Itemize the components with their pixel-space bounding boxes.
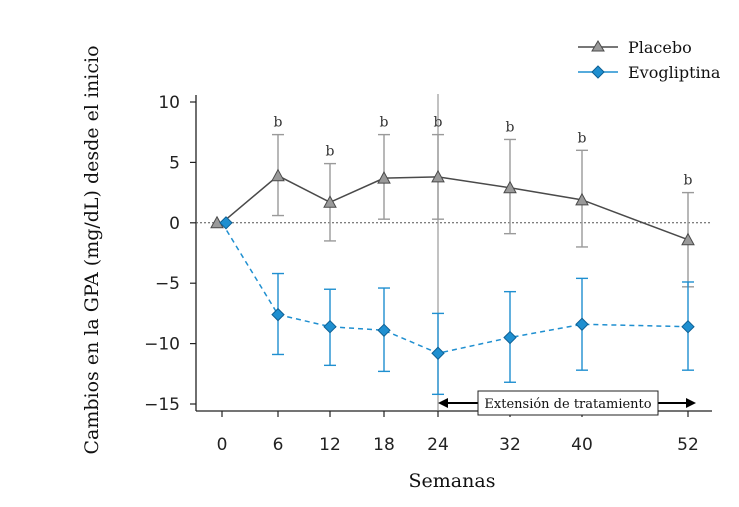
x-axis-ticks: 0 6 12 18 24 32 40 52	[217, 411, 699, 455]
y-axis-title: Cambios en la GPA (mg/dL) desde el inici…	[81, 45, 103, 454]
arrowhead-right-icon	[686, 398, 696, 408]
significance-labels: b b b b b b b	[274, 115, 693, 189]
x-tick-label: 52	[677, 435, 699, 455]
series-line	[221, 222, 689, 355]
y-tick-label: −10	[144, 335, 180, 355]
data-point	[219, 216, 233, 230]
data-point	[681, 232, 695, 246]
significance-label: b	[506, 119, 515, 135]
data-point	[681, 319, 695, 334]
y-tick-label: −5	[155, 274, 180, 294]
treatment-extension-annotation: Extensión de tratamiento	[438, 390, 696, 416]
data-point	[271, 307, 285, 322]
x-tick-label: 12	[319, 435, 341, 455]
series-layer	[210, 133, 695, 396]
triangle-marker-icon	[591, 40, 605, 52]
legend-evogliptina-label: Evogliptina	[628, 63, 721, 82]
arrowhead-left-icon	[438, 398, 448, 408]
series-line	[221, 174, 689, 241]
data-point	[431, 169, 445, 183]
x-tick-label: 0	[217, 435, 228, 455]
legend-placebo-label: Placebo	[628, 38, 692, 57]
y-tick-label: 5	[169, 153, 180, 173]
x-tick-label: 6	[273, 435, 284, 455]
data-point	[377, 323, 391, 338]
series-placebo	[221, 133, 694, 288]
data-point	[503, 330, 517, 345]
treatment-extension-label: Extensión de tratamiento	[484, 397, 651, 412]
data-point	[503, 180, 517, 194]
data-point	[323, 195, 337, 208]
x-tick-label: 18	[373, 435, 395, 455]
series-evogliptina	[221, 222, 694, 396]
significance-label: b	[380, 115, 389, 131]
legend-item-placebo: Placebo	[578, 38, 692, 57]
data-point	[575, 192, 589, 206]
significance-label: b	[434, 115, 443, 131]
significance-label: b	[684, 173, 693, 189]
significance-label: b	[578, 130, 587, 146]
legend-item-evogliptina: Evogliptina	[578, 63, 721, 82]
y-axis-ticks: 10 5 0 −5 −10 −15	[144, 93, 196, 415]
treatment-extension-label-box	[477, 390, 659, 416]
y-tick-label: 0	[169, 214, 180, 234]
markers-placebo	[210, 168, 695, 246]
diamond-marker-icon	[591, 65, 605, 79]
data-point	[575, 317, 589, 331]
significance-label: b	[326, 144, 335, 160]
markers-evogliptina	[219, 216, 695, 360]
data-point	[377, 171, 391, 184]
x-tick-label: 24	[427, 435, 449, 455]
data-point	[431, 346, 445, 360]
y-tick-label: −15	[144, 395, 180, 415]
y-tick-label: 10	[158, 93, 180, 113]
x-tick-label: 40	[571, 435, 593, 455]
x-axis-title: Semanas	[409, 470, 496, 492]
data-point	[323, 319, 337, 334]
significance-label: b	[274, 115, 283, 131]
data-point	[271, 168, 285, 182]
legend: Placebo Evogliptina	[578, 38, 721, 82]
x-tick-label: 32	[499, 435, 521, 455]
